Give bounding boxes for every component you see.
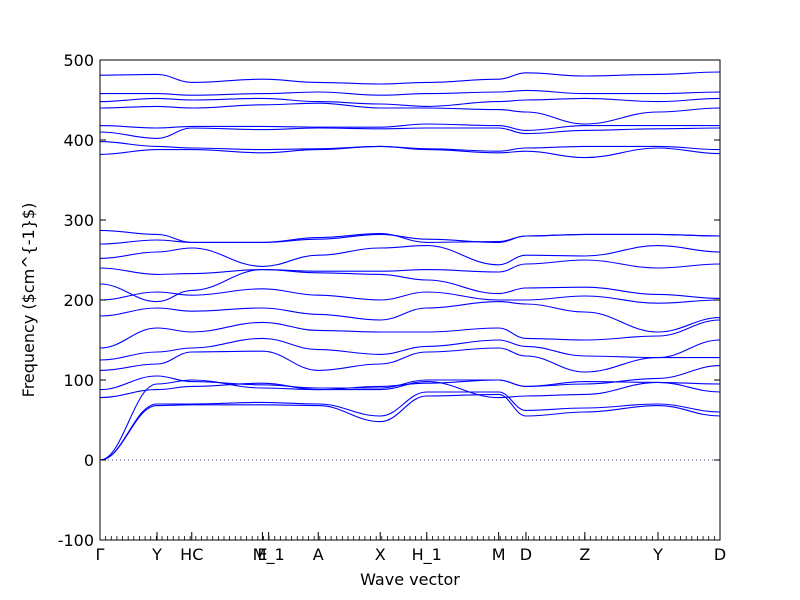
x-tick-label: Y [151, 545, 162, 564]
y-tick-label: 100 [63, 371, 94, 390]
band-line-22 [100, 89, 720, 96]
x-tick-label: HC [180, 545, 203, 564]
x-tick-label: M [492, 545, 506, 564]
x-axis-ticks: Γ Y HC EM_1 A X H_1 M D Z Y D [96, 532, 726, 565]
band-line-18 [100, 127, 720, 139]
band-line-23 [100, 71, 720, 85]
y-tick-label: 0 [84, 451, 94, 470]
band-line-10 [100, 288, 720, 304]
x-tick-label: Y [652, 545, 663, 564]
y-axis-ticks: -100 0 100 200 300 400 500 [58, 51, 720, 550]
band-line-11 [100, 269, 720, 303]
band-line-15 [100, 229, 720, 243]
y-tick-label: 300 [63, 211, 94, 230]
plot-frame [99, 59, 721, 541]
x-tick-label: H_1 [412, 545, 442, 565]
band-line-1 [100, 393, 720, 461]
band-line-12 [100, 259, 720, 275]
band-line-5 [100, 365, 720, 391]
x-axis-label: Wave vector [360, 570, 460, 589]
band-line-4 [100, 379, 720, 399]
band-line-3 [100, 379, 720, 461]
x-tick-label: Z [579, 545, 590, 564]
x-tick-label: D [520, 545, 532, 564]
band-line-7 [100, 337, 720, 361]
band-line-19 [100, 123, 720, 131]
band-line-2 [100, 391, 720, 461]
y-axis-label: Frequency ($cm^{-1}$) [19, 203, 38, 398]
x-tick-label: A [313, 545, 324, 564]
x-tick-label: D [714, 545, 726, 564]
band-lines [100, 71, 720, 461]
band-line-17 [100, 141, 720, 152]
band-line-21 [100, 97, 720, 107]
x-tick-label: M_1 [253, 545, 285, 565]
y-tick-label: 200 [63, 291, 94, 310]
x-tick-label: E [257, 545, 267, 564]
y-tick-label: -100 [58, 531, 94, 550]
band-line-20 [100, 102, 720, 125]
band-line-9 [100, 301, 720, 333]
y-tick-label: 400 [63, 131, 94, 150]
x-tick-label: X [375, 545, 386, 564]
y-tick-label: 500 [63, 51, 94, 70]
x-tick-label: Γ [96, 545, 105, 564]
band-line-6 [100, 347, 720, 373]
band-line-8 [100, 319, 720, 349]
band-line-13 [100, 245, 720, 267]
